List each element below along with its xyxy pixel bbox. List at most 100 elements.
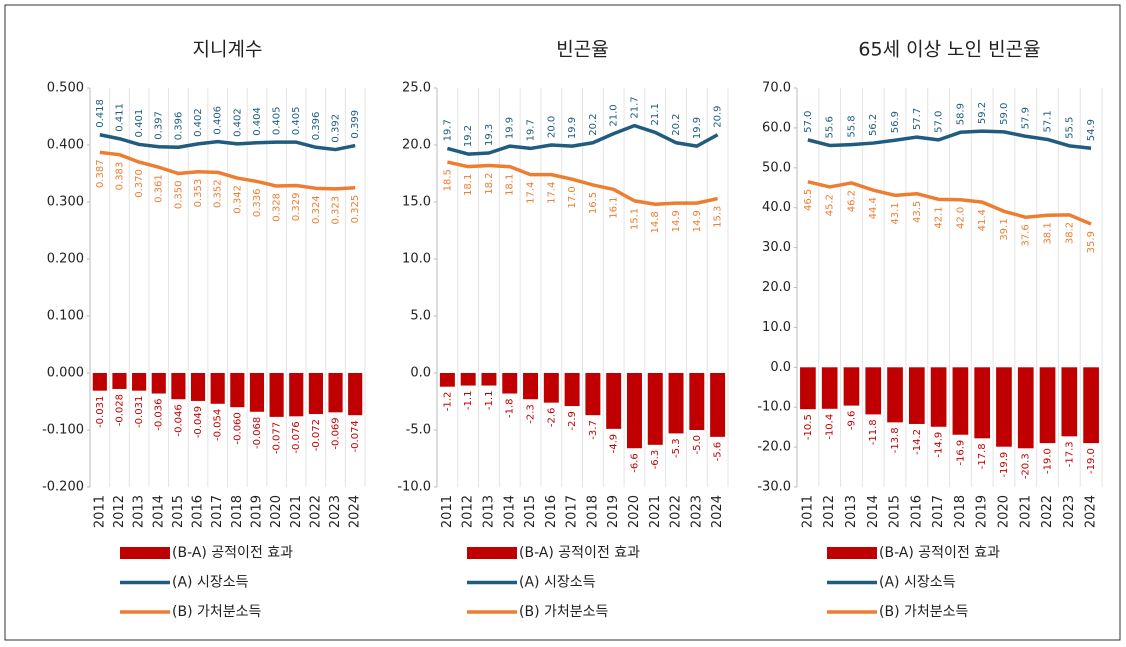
y-tick-label: 10.0 [762,320,791,335]
line-label: 0.397 [154,111,165,140]
x-tick-label: 2012 [112,495,127,528]
bar [908,367,925,424]
bar-label: -0.077 [272,422,283,454]
y-tick-label: 0.300 [47,195,84,210]
line-label: 41.4 [977,209,988,231]
y-tick-label: 0.0 [770,360,791,375]
line-label: 0.396 [311,112,322,141]
bar [865,367,882,415]
line-label: 42.1 [934,206,945,228]
line-label: 0.405 [272,107,283,136]
bar-label: -14.2 [912,429,923,455]
line-label: 0.353 [193,179,204,208]
bar [523,373,539,400]
x-tick-label: 2020 [269,495,284,528]
line-label: 14.9 [671,210,682,232]
bar [800,367,816,410]
y-tick-label: 0.000 [47,366,84,381]
bar-label: -14.9 [934,432,945,458]
x-tick-label: 2024 [348,495,363,528]
line-label: 0.411 [114,103,125,132]
line-label: 0.352 [213,179,224,208]
bar [821,367,838,409]
line-label: 19.7 [442,119,453,141]
y-tick-label: -30.0 [757,480,791,495]
bar-label: -0.054 [213,409,224,441]
bar [887,367,903,423]
y-tick-label: 60.0 [762,120,791,135]
bar-label: -0.031 [95,396,106,428]
legend-label: (B-A) 공적이전 효과 [172,545,293,561]
bar [348,373,363,416]
y-tick-label: 30.0 [762,240,791,255]
bar [92,373,107,391]
bar [210,373,225,404]
line-label: 0.323 [331,196,342,225]
x-tick-label: 2024 [710,495,725,528]
line-label: 0.370 [134,169,145,198]
bar-label: -0.076 [291,421,302,453]
bar [606,373,622,429]
x-tick-label: 2016 [191,495,206,528]
bar-label: -1.8 [505,399,516,419]
bar-label: -0.060 [232,412,243,444]
bar-label: -17.8 [977,443,988,469]
line-label: 0.383 [114,162,125,191]
line-label: 20.2 [671,113,682,135]
y-tick-label: -10.0 [397,480,431,495]
legend-label: (B) 가처분소득 [519,604,608,620]
line-label: 17.4 [546,182,557,204]
line-label: 0.418 [95,99,106,128]
legend-label: (B) 가처분소득 [879,604,968,620]
bar [1083,367,1099,444]
x-tick-label: 2019 [606,495,621,528]
bar-label: -6.6 [629,453,640,473]
line-label: 45.2 [825,194,836,216]
line-label: 19.9 [567,117,578,139]
line-label: 20.9 [713,105,724,127]
bar [843,367,860,406]
line-label: 21.0 [609,104,620,126]
y-tick-label: 70.0 [762,81,791,96]
x-tick-label: 2015 [523,495,538,528]
bar-label: -0.031 [134,396,145,428]
x-tick-label: 2023 [689,495,704,528]
bar-label: -0.074 [350,420,361,452]
bar-label: -5.0 [692,435,703,455]
line [807,180,1092,226]
x-tick-label: 2024 [1084,495,1099,528]
legend-label: (B-A) 공적이전 효과 [879,545,1000,561]
line-label: 0.325 [350,195,361,224]
line-label: 0.361 [154,174,165,203]
bar [1017,367,1034,449]
y-tick-label: 0.0 [410,366,431,381]
bar-label: -10.5 [803,414,814,440]
legend-swatch [827,547,877,559]
bar-label: -11.8 [868,419,879,445]
bar [289,373,304,417]
line-label: 0.336 [252,188,263,217]
line-label: 0.324 [311,195,322,224]
line-label: 18.5 [442,169,453,191]
line-label: 0.404 [252,107,263,136]
legend-swatch [120,547,170,559]
x-tick-label: 2013 [844,495,859,528]
x-tick-label: 2014 [151,495,166,528]
bar-label: -0.028 [114,394,125,426]
x-tick-label: 2011 [800,495,815,528]
bar-label: -9.6 [846,411,857,431]
bar-label: -1.1 [484,391,495,411]
y-tick-label: -20.0 [757,440,791,455]
x-tick-label: 2017 [210,495,225,528]
bar [543,373,559,403]
bar-label: -5.6 [713,442,724,462]
bar-label: -19.0 [1086,448,1097,474]
bar-label: -2.9 [567,411,578,431]
line-label: 0.387 [95,159,106,188]
x-tick-label: 2018 [230,495,245,528]
line-label: 59.0 [999,103,1010,125]
frame [4,4,1121,641]
bar [1061,367,1078,437]
chart-title: 지니계수 [193,39,263,61]
